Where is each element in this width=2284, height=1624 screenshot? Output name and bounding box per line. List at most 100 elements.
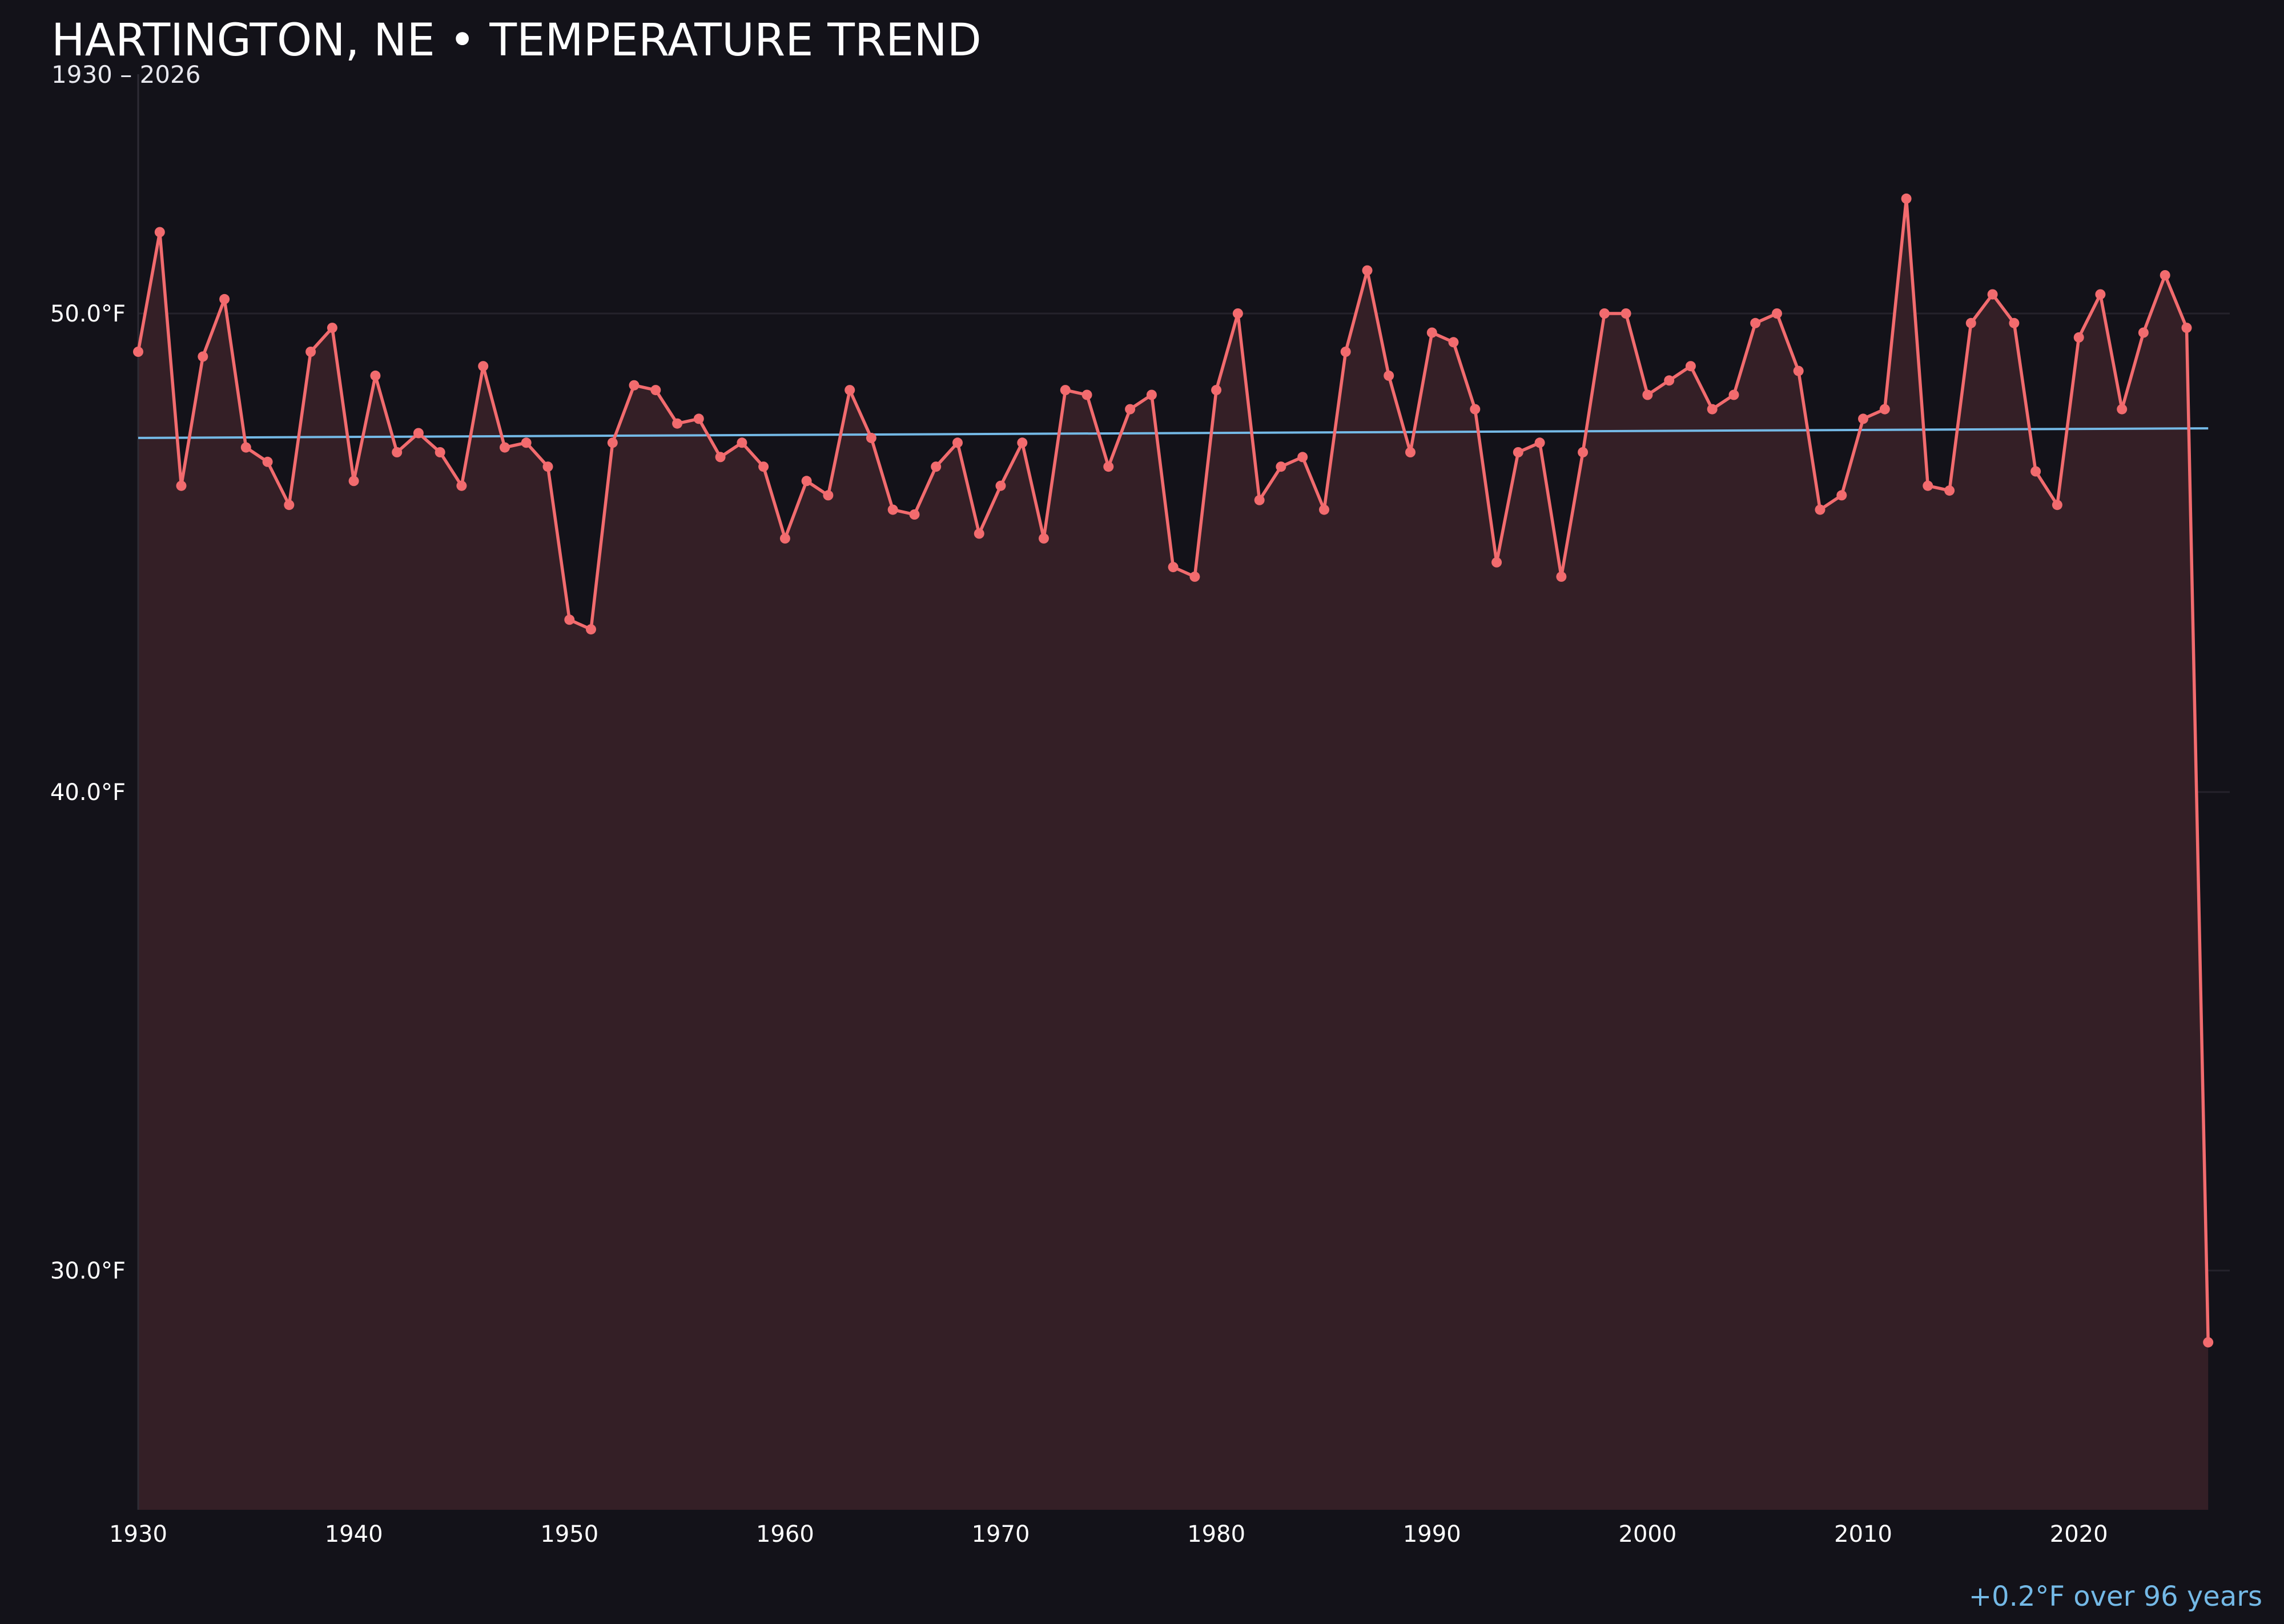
x-tick-label-2000: 2000 bbox=[1619, 1521, 1677, 1547]
data-point-2009 bbox=[1836, 490, 1847, 501]
data-point-1980 bbox=[1211, 385, 1222, 396]
data-point-1948 bbox=[521, 437, 532, 448]
trend-annotation: +0.2°F over 96 years bbox=[1968, 1581, 2262, 1613]
data-point-2011 bbox=[1879, 404, 1890, 415]
data-point-2016 bbox=[1987, 289, 1998, 300]
data-point-1949 bbox=[542, 461, 553, 472]
data-point-2019 bbox=[2052, 500, 2062, 510]
data-point-1991 bbox=[1448, 337, 1459, 348]
data-point-1965 bbox=[887, 504, 898, 515]
data-point-1999 bbox=[1620, 308, 1631, 319]
data-point-1940 bbox=[348, 476, 359, 487]
data-point-1987 bbox=[1362, 265, 1373, 276]
data-point-2006 bbox=[1772, 308, 1782, 319]
data-point-1964 bbox=[866, 432, 876, 443]
data-point-1993 bbox=[1491, 557, 1502, 568]
data-point-1968 bbox=[952, 437, 963, 448]
data-point-1931 bbox=[154, 227, 165, 238]
data-point-2018 bbox=[2030, 466, 2041, 477]
trend-line bbox=[138, 427, 2209, 439]
data-point-1972 bbox=[1039, 533, 1049, 544]
data-point-1992 bbox=[1470, 404, 1481, 415]
data-point-1981 bbox=[1232, 308, 1243, 319]
data-point-2017 bbox=[2009, 317, 2020, 328]
data-point-1974 bbox=[1081, 389, 1092, 400]
series-layer bbox=[133, 193, 2214, 1348]
data-point-1984 bbox=[1297, 452, 1308, 463]
data-point-1932 bbox=[176, 480, 187, 491]
data-point-2000 bbox=[1642, 389, 1653, 400]
data-point-1970 bbox=[995, 480, 1006, 491]
data-point-1997 bbox=[1578, 447, 1589, 457]
data-point-1986 bbox=[1340, 347, 1351, 357]
data-point-2007 bbox=[1793, 365, 1804, 376]
data-point-1979 bbox=[1189, 571, 1200, 582]
data-point-2010 bbox=[1858, 413, 1868, 424]
data-point-2023 bbox=[2138, 327, 2149, 338]
data-point-1960 bbox=[779, 533, 790, 544]
trend-line-layer bbox=[138, 427, 2209, 439]
data-point-1988 bbox=[1384, 370, 1394, 381]
data-point-2020 bbox=[2073, 332, 2084, 343]
data-point-2003 bbox=[1707, 404, 1718, 415]
data-point-1937 bbox=[284, 500, 295, 510]
data-point-1985 bbox=[1319, 504, 1329, 515]
data-point-2015 bbox=[1965, 317, 1976, 328]
data-point-1935 bbox=[240, 442, 251, 453]
area-fill-layer bbox=[138, 198, 2209, 1510]
data-point-1978 bbox=[1168, 562, 1179, 573]
data-point-1996 bbox=[1556, 571, 1567, 582]
data-point-2025 bbox=[2181, 323, 2192, 333]
x-tick-label-1960: 1960 bbox=[756, 1521, 814, 1547]
chart-title: HARTINGTON, NE • TEMPERATURE TREND bbox=[51, 15, 982, 66]
data-point-1998 bbox=[1599, 308, 1610, 319]
x-tick-label-1990: 1990 bbox=[1403, 1521, 1461, 1547]
data-point-1946 bbox=[478, 361, 489, 372]
data-point-1994 bbox=[1513, 447, 1523, 457]
data-point-2013 bbox=[1923, 480, 1933, 491]
x-tick-label-2010: 2010 bbox=[1834, 1521, 1892, 1547]
data-point-1957 bbox=[715, 452, 726, 463]
data-point-1989 bbox=[1405, 447, 1416, 457]
data-point-1995 bbox=[1534, 437, 1545, 448]
data-point-1975 bbox=[1103, 461, 1114, 472]
x-tick-label-2020: 2020 bbox=[2050, 1521, 2108, 1547]
data-point-2014 bbox=[1944, 485, 1955, 496]
data-point-1956 bbox=[693, 413, 704, 424]
data-point-2008 bbox=[1815, 504, 1825, 515]
data-point-1941 bbox=[370, 370, 381, 381]
data-point-1934 bbox=[219, 294, 230, 304]
data-point-1961 bbox=[801, 476, 812, 487]
data-point-1971 bbox=[1017, 437, 1028, 448]
data-point-2001 bbox=[1664, 375, 1675, 386]
data-point-1983 bbox=[1276, 461, 1286, 472]
data-point-2022 bbox=[2117, 404, 2128, 415]
data-point-1943 bbox=[413, 428, 424, 439]
data-point-1936 bbox=[262, 456, 273, 467]
data-point-2005 bbox=[1750, 317, 1761, 328]
series-area-fill bbox=[138, 198, 2209, 1510]
x-tick-label-1930: 1930 bbox=[109, 1521, 167, 1547]
x-tick-label-1950: 1950 bbox=[540, 1521, 598, 1547]
y-tick-label-40: 40.0°F bbox=[50, 779, 126, 806]
chart-subtitle: 1930 – 2026 bbox=[51, 61, 201, 89]
data-point-1954 bbox=[650, 385, 661, 396]
data-point-1944 bbox=[435, 447, 445, 457]
data-point-1933 bbox=[198, 351, 208, 362]
x-tick-labels: 1930 1940 1950 1960 1970 1980 1990 2000 2010 2020 bbox=[109, 1521, 2108, 1547]
data-point-1962 bbox=[823, 490, 834, 501]
y-tick-labels: 30.0°F 40.0°F 50.0°F bbox=[50, 301, 126, 1284]
data-point-1939 bbox=[327, 323, 337, 333]
data-point-1967 bbox=[931, 461, 942, 472]
data-point-1930 bbox=[133, 347, 143, 357]
data-point-2002 bbox=[1685, 361, 1696, 372]
x-tick-label-1980: 1980 bbox=[1187, 1521, 1245, 1547]
data-point-1938 bbox=[305, 347, 316, 357]
x-tick-label-1970: 1970 bbox=[972, 1521, 1030, 1547]
x-tick-label-1940: 1940 bbox=[325, 1521, 383, 1547]
data-point-1990 bbox=[1426, 327, 1437, 338]
data-point-1942 bbox=[392, 447, 403, 457]
data-point-2012 bbox=[1901, 193, 1912, 204]
data-point-1973 bbox=[1060, 385, 1071, 396]
